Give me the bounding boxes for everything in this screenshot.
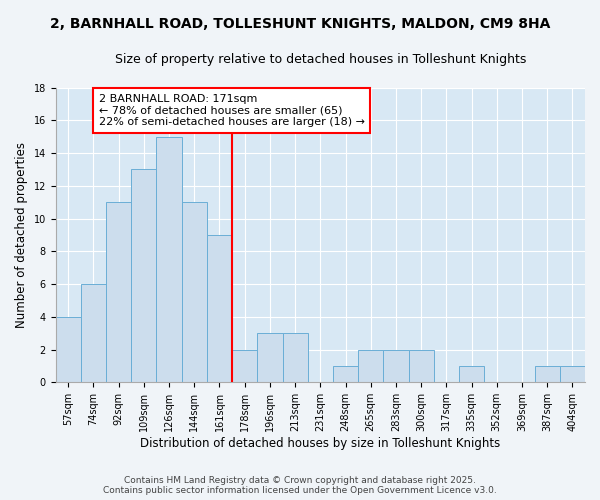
Bar [81,284,106,382]
Bar [131,170,157,382]
Title: Size of property relative to detached houses in Tolleshunt Knights: Size of property relative to detached ho… [115,52,526,66]
Text: Contains HM Land Registry data © Crown copyright and database right 2025.
Contai: Contains HM Land Registry data © Crown c… [103,476,497,495]
Bar [358,350,383,382]
Bar [106,202,131,382]
Bar [535,366,560,382]
Bar [383,350,409,382]
Bar [182,202,207,382]
Bar [459,366,484,382]
Text: 2 BARNHALL ROAD: 171sqm
← 78% of detached houses are smaller (65)
22% of semi-de: 2 BARNHALL ROAD: 171sqm ← 78% of detache… [98,94,365,128]
Bar [232,350,257,382]
Bar [333,366,358,382]
Bar [257,333,283,382]
Bar [207,235,232,382]
Bar [56,317,81,382]
Text: 2, BARNHALL ROAD, TOLLESHUNT KNIGHTS, MALDON, CM9 8HA: 2, BARNHALL ROAD, TOLLESHUNT KNIGHTS, MA… [50,18,550,32]
Y-axis label: Number of detached properties: Number of detached properties [15,142,28,328]
Bar [560,366,585,382]
X-axis label: Distribution of detached houses by size in Tolleshunt Knights: Distribution of detached houses by size … [140,437,500,450]
Bar [157,136,182,382]
Bar [409,350,434,382]
Bar [283,333,308,382]
